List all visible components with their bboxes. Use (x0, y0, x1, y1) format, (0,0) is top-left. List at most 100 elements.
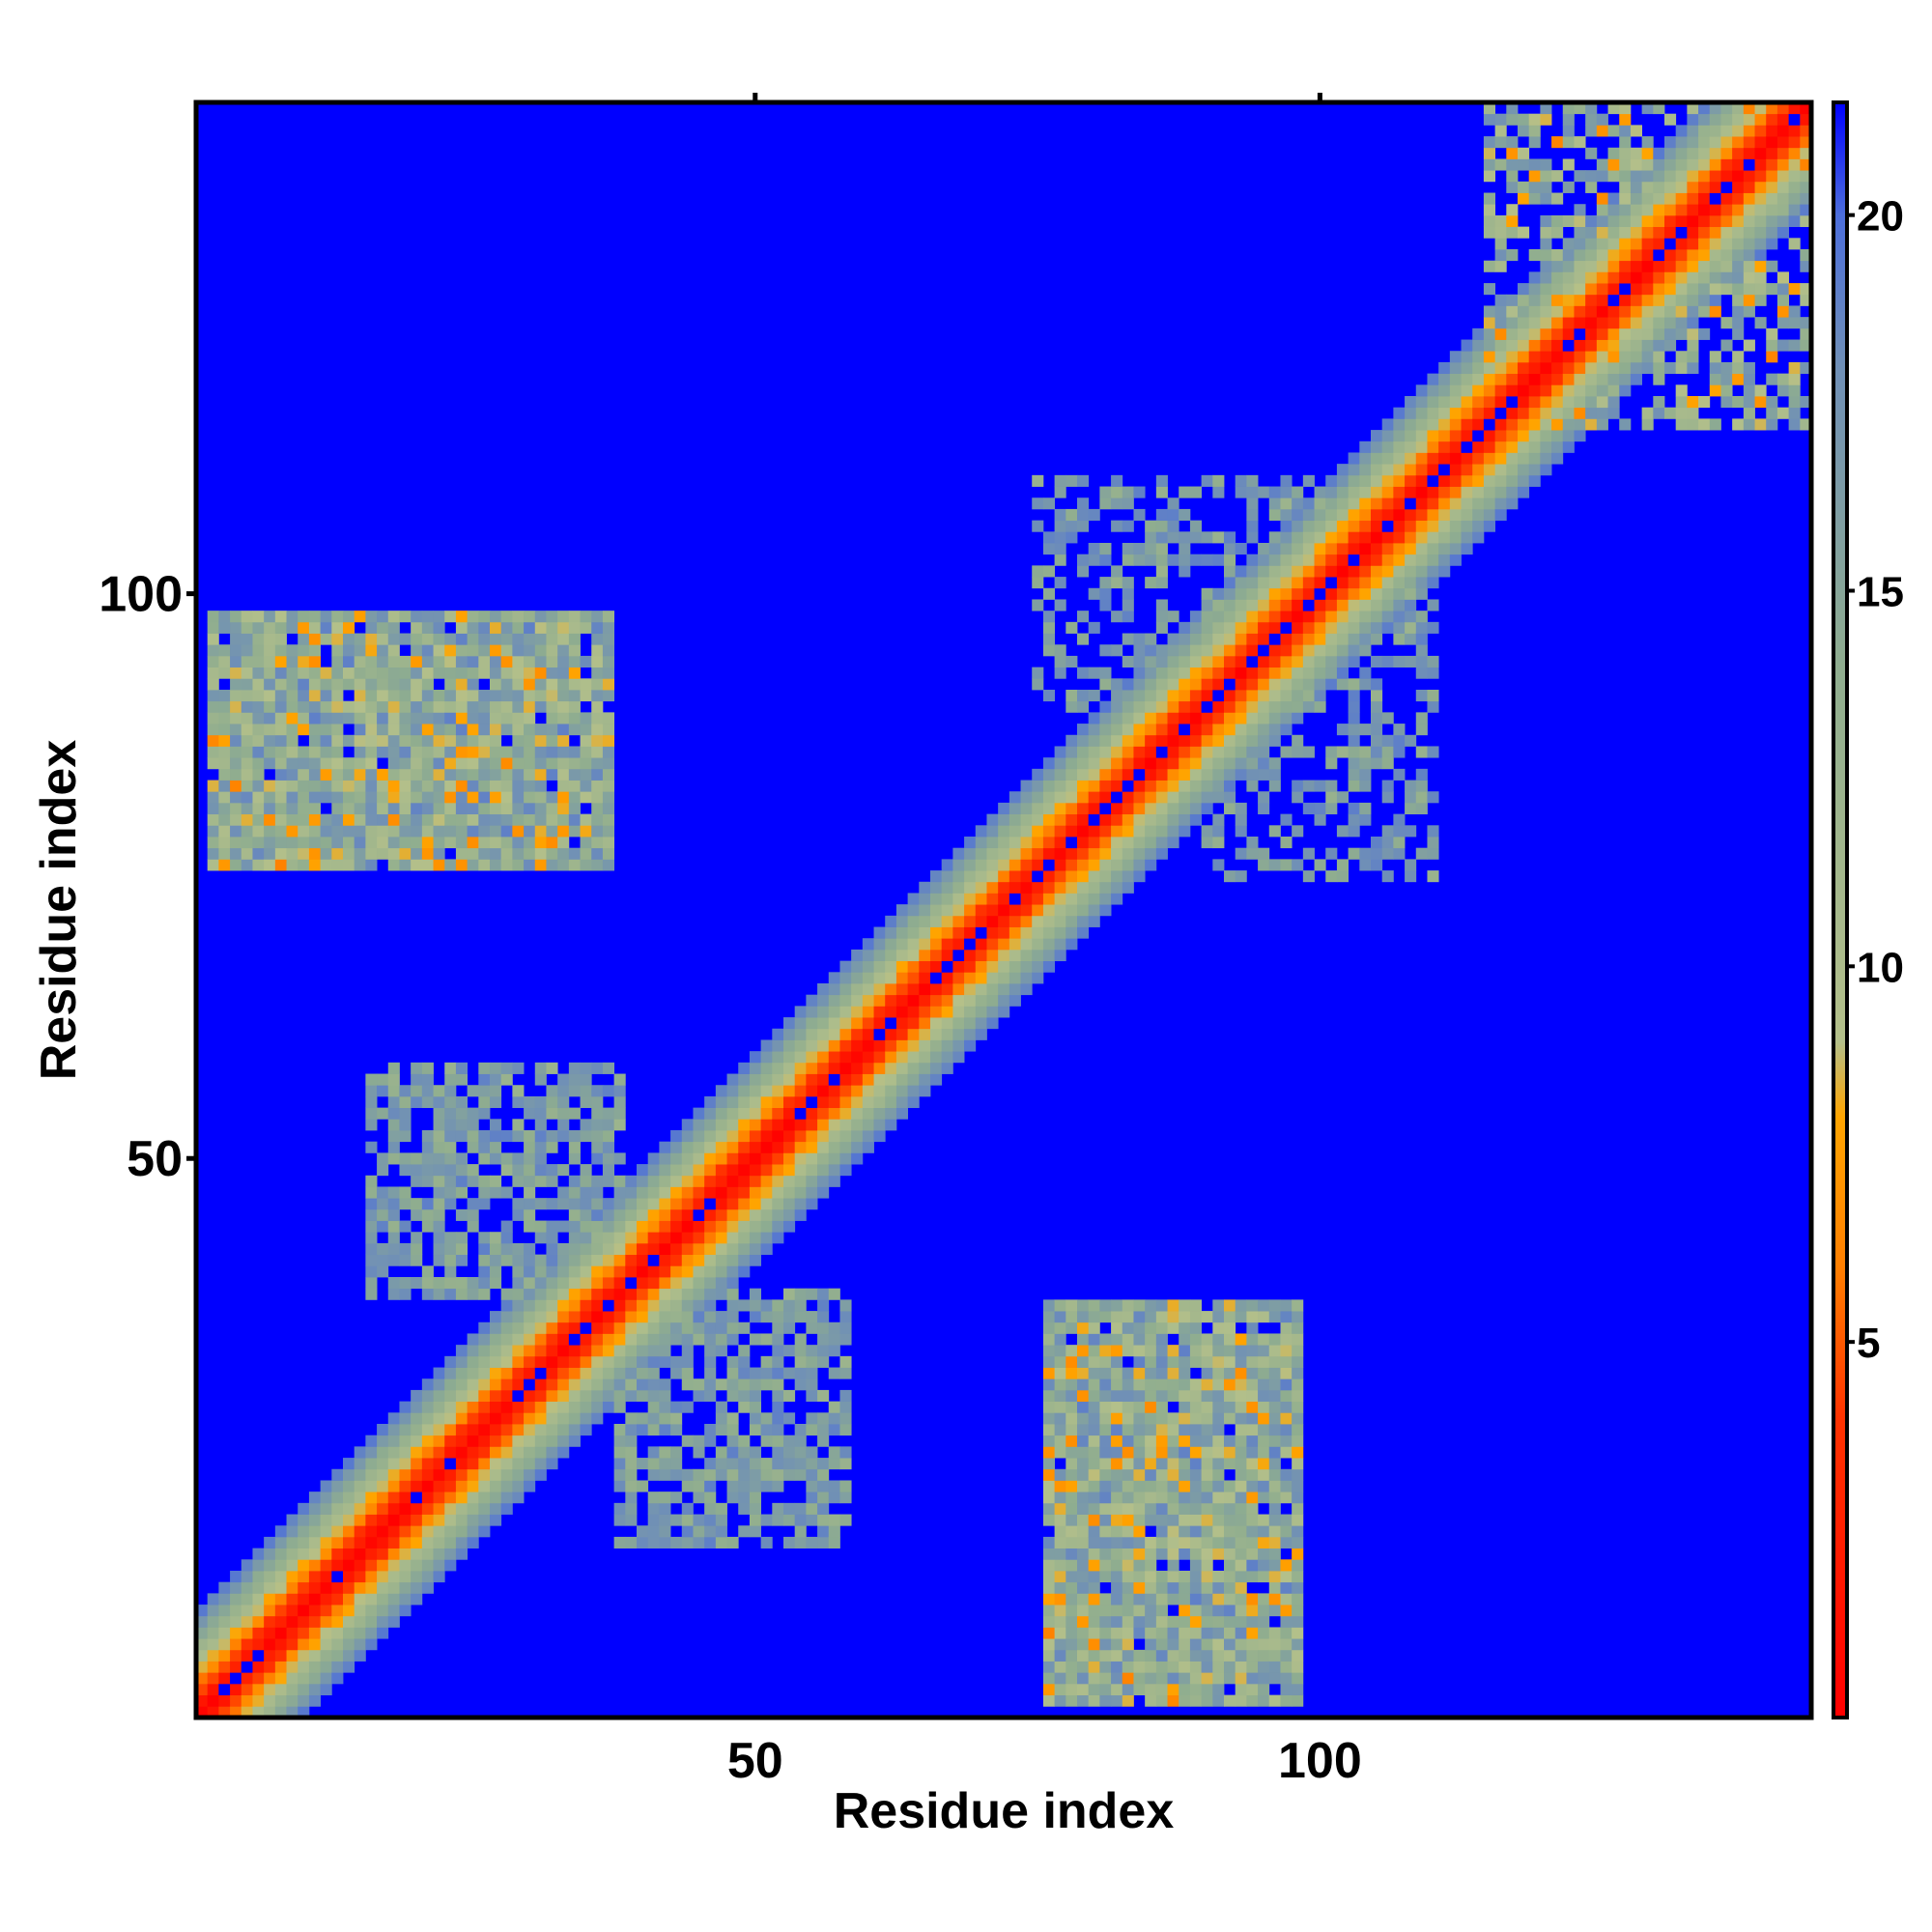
heatmap-cell (1042, 1536, 1056, 1549)
heatmap-cell (1122, 1694, 1134, 1707)
heatmap-cell (1167, 1502, 1179, 1515)
heatmap-cell (580, 690, 592, 702)
heatmap-cell (1155, 1458, 1168, 1470)
heatmap-cell (1246, 1333, 1259, 1346)
heatmap-cell (365, 757, 378, 770)
heatmap-cell (637, 1424, 649, 1436)
heatmap-cell (387, 1593, 400, 1605)
heatmap-cell (1619, 214, 1632, 228)
heatmap-cell (602, 1164, 615, 1177)
heatmap-cell (1054, 1401, 1066, 1413)
heatmap-cell (1280, 1581, 1293, 1594)
heatmap-cell (591, 734, 604, 747)
heatmap-cell (1111, 780, 1123, 792)
heatmap-cell (715, 1502, 727, 1515)
heatmap-cell (885, 1095, 897, 1109)
heatmap-cell (760, 1480, 773, 1492)
heatmap-cell (1042, 531, 1056, 544)
heatmap-cell (828, 1401, 840, 1413)
heatmap-cell (1427, 418, 1439, 431)
heatmap-cell (839, 1389, 852, 1403)
heatmap-cell (1224, 1378, 1236, 1391)
heatmap-cell (1212, 1299, 1225, 1312)
heatmap-cell (343, 1525, 355, 1538)
heatmap-cell (1077, 520, 1090, 532)
heatmap-cell (1371, 464, 1383, 476)
heatmap-cell (218, 621, 231, 634)
heatmap-cell (365, 1242, 378, 1256)
heatmap-cell (1246, 520, 1259, 532)
heatmap-cell (794, 1095, 807, 1109)
heatmap-cell (1179, 621, 1191, 634)
heatmap-cell (512, 1265, 525, 1278)
heatmap-cell (580, 1424, 592, 1436)
heatmap-cell (354, 724, 366, 736)
heatmap-cell (478, 802, 491, 815)
heatmap-cell (1449, 373, 1462, 385)
heatmap-cell (1122, 837, 1134, 849)
heatmap-cell (1032, 847, 1044, 860)
heatmap-cell (1224, 1638, 1236, 1651)
heatmap-cell (365, 791, 378, 804)
heatmap-cell (1155, 1446, 1168, 1459)
heatmap-cell (568, 813, 581, 826)
heatmap-cell (828, 1062, 840, 1074)
heatmap-cell (1088, 724, 1100, 736)
heatmap-cell (580, 1164, 592, 1177)
heatmap-cell (568, 1208, 581, 1221)
heatmap-cell (286, 1706, 298, 1719)
heatmap-cell (500, 1232, 513, 1244)
heatmap-cell (455, 1401, 469, 1413)
heatmap-cell (524, 746, 536, 758)
heatmap-cell (591, 1277, 604, 1290)
heatmap-cell (738, 1085, 751, 1097)
heatmap-cell (602, 1389, 615, 1403)
heatmap-cell (512, 1480, 525, 1492)
heatmap-cell (1042, 1593, 1056, 1605)
heatmap-cell (772, 1130, 784, 1143)
heatmap-cell (546, 1321, 558, 1334)
heatmap-cell (862, 1119, 874, 1131)
heatmap-cell (1551, 452, 1564, 465)
heatmap-cell (331, 1536, 344, 1549)
heatmap-cell (1585, 384, 1598, 397)
heatmap-cell (467, 1175, 479, 1187)
heatmap-cell (218, 1581, 231, 1594)
heatmap-cell (1155, 1627, 1168, 1639)
heatmap-cell (715, 1107, 727, 1120)
heatmap-cell (524, 1446, 536, 1459)
heatmap-cell (478, 644, 491, 657)
heatmap-cell (1359, 780, 1372, 792)
heatmap-cell (1088, 1672, 1100, 1685)
heatmap-cell (298, 802, 310, 815)
heatmap-cell (490, 700, 502, 713)
heatmap-cell (1235, 1638, 1247, 1651)
heatmap-cell (399, 802, 412, 815)
heatmap-cell (1054, 1333, 1066, 1346)
heatmap-cell (1246, 847, 1259, 860)
heatmap-cell (1292, 1378, 1304, 1391)
heatmap-cell (1280, 1299, 1293, 1312)
heatmap-cell (1224, 565, 1236, 578)
heatmap-cell (1246, 1401, 1259, 1413)
heatmap-cell (399, 667, 412, 679)
heatmap-cell (230, 1571, 242, 1583)
heatmap-cell (1292, 1615, 1304, 1628)
heatmap-cell (399, 633, 412, 645)
heatmap-cell (241, 813, 253, 826)
heatmap-cell (862, 960, 874, 973)
heatmap-cell (1065, 1627, 1078, 1639)
heatmap-cell (1042, 633, 1056, 645)
heatmap-cell (433, 1548, 445, 1560)
heatmap-cell (1596, 396, 1608, 409)
heatmap-cell (568, 1152, 581, 1165)
heatmap-cell (421, 1141, 434, 1153)
heatmap-cell (1201, 667, 1213, 679)
heatmap-cell (1562, 214, 1575, 228)
heatmap-cell (252, 791, 265, 804)
heatmap-cell (1506, 204, 1519, 216)
heatmap-cell (862, 938, 874, 951)
heatmap-cell (1167, 1694, 1179, 1707)
heatmap-cell (1167, 1559, 1179, 1572)
heatmap-cell (399, 1401, 412, 1413)
